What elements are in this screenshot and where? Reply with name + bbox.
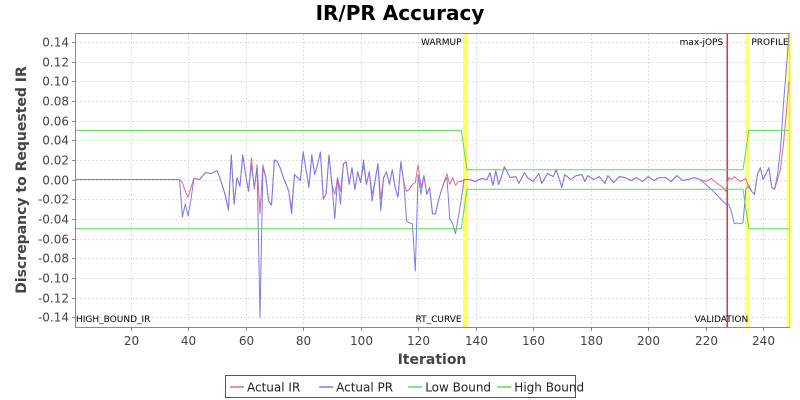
x-axis-label: Iteration [398,352,467,368]
y-tick-label: 0.14 [42,36,69,50]
legend-entry: High Bound [514,381,584,395]
phase-marker-band [786,34,792,327]
x-tick-label: 240 [752,334,775,348]
phase-marker-labels: WARMUP RT_CURVE max-jOPS VALIDATION PROFILE H… [76,38,789,325]
y-tick-label: 0.10 [42,75,69,89]
legend-entry: Actual IR [247,381,300,395]
axis-ticks: 20 40 60 80 100 120 140 160 180 200 220 240 -0.14 -0.… [38,36,775,349]
phase-marker-band [744,34,750,327]
y-tick-label: -0.12 [38,292,69,306]
x-tick-label: 60 [239,334,254,348]
y-tick-label: -0.08 [38,252,69,266]
phase-marker-label: PROFILE [751,38,789,48]
y-tick-label: -0.06 [38,233,69,247]
phase-marker-label: HIGH_BOUND_IR [76,315,150,325]
x-tick-label: 220 [695,334,718,348]
phase-marker-label: max-jOPS [680,38,724,48]
legend-box [225,375,576,398]
phase-marker-label: VALIDATION [695,315,749,325]
y-tick-label: 0.00 [42,174,69,188]
x-tick-label: 180 [580,334,603,348]
x-tick-label: 120 [407,334,430,348]
phase-markers [463,34,792,327]
x-tick-label: 80 [296,334,311,348]
y-tick-label: -0.14 [38,311,69,325]
y-tick-label: 0.06 [42,115,69,129]
phase-marker-label: WARMUP [421,38,462,48]
x-tick-label: 140 [465,334,488,348]
phase-marker-label: RT_CURVE [415,315,461,325]
series-line-actual-pr [76,33,790,318]
x-tick-label: 200 [637,334,660,348]
y-tick-label: 0.12 [42,56,69,70]
series-line-low-bound [76,188,789,230]
y-axis-label: Discrepancy to Requested IR [14,66,30,294]
grid [76,34,789,327]
x-tick-label: 100 [350,334,373,348]
series-line-high-bound [76,129,789,171]
y-tick-label: -0.10 [38,272,69,286]
y-tick-label: -0.02 [38,193,69,207]
x-tick-label: 40 [181,334,196,348]
y-tick-label: 0.04 [42,134,69,148]
legend: Actual IR Actual PR Low Bound High Bound [225,375,584,398]
series-lines [76,33,790,318]
x-tick-label: 160 [522,334,545,348]
legend-entry: Low Bound [425,381,491,395]
phase-marker-band [463,34,469,327]
x-tick-label: 20 [124,334,139,348]
y-tick-label: 0.02 [42,154,69,168]
y-tick-label: 0.08 [42,95,69,109]
legend-entry: Actual PR [336,381,393,395]
y-tick-label: -0.04 [38,213,69,227]
chart-title: IR/PR Accuracy [316,1,485,25]
